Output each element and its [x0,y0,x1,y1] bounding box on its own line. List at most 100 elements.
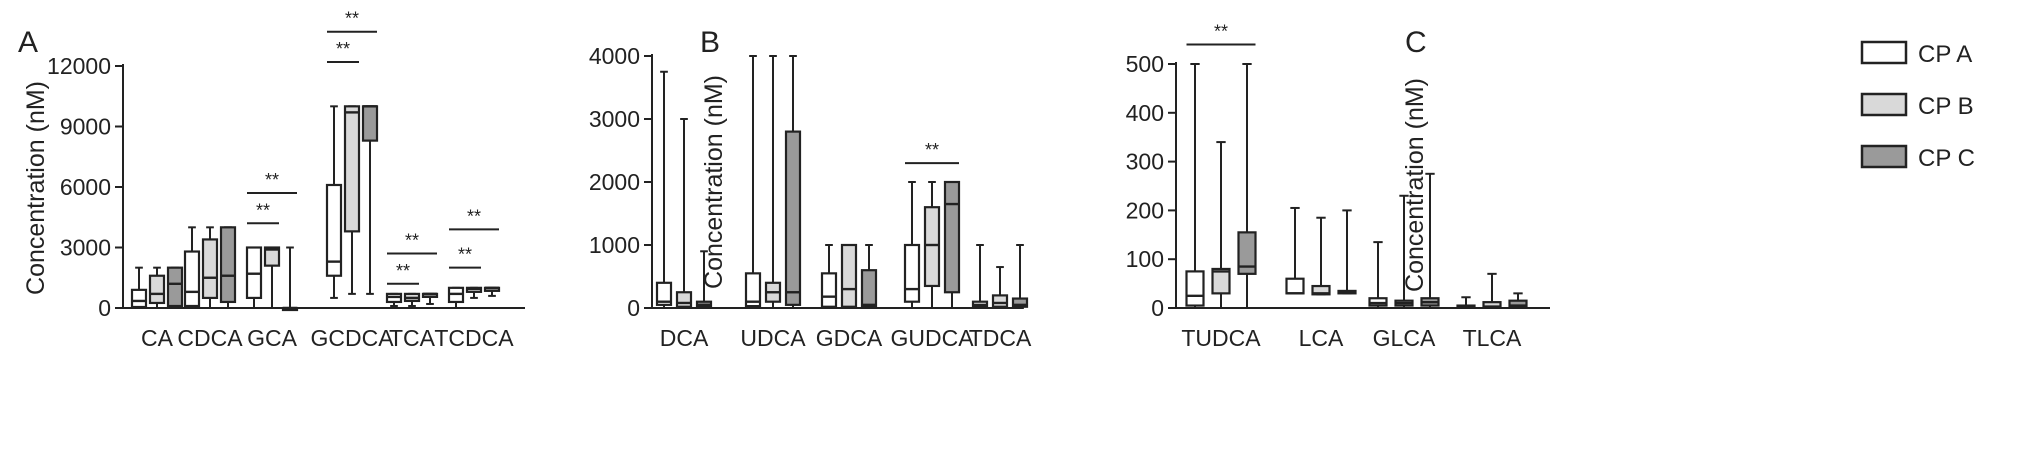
panel-b-box-udca-cp-a [744,55,762,309]
panel-c-box-tlca-cp-c-iqr [1508,299,1528,309]
panel-c: C Concentration (nM) 0 100 200 300 400 500 TUD… [1126,21,1550,351]
panel-c-box-tlca-cp-a [1456,296,1476,309]
panel-b-y-tick-label: 0 [627,295,640,321]
panel-a-category-label-tca: TCA [389,325,436,351]
panel-a-box-gca-cp-c [281,246,299,312]
panel-a-box-cdca-cp-b [201,226,219,309]
panel-b-box-gdca-cp-c-iqr [860,269,878,308]
panel-c-box-glca-cp-a [1368,241,1388,309]
panel-a-category-label-gcdca: GCDCA [310,325,394,351]
panel-c-box-lca-cp-a [1285,206,1305,295]
legend-swatch-cp-b [1860,92,1908,117]
panel-b-significance-label-gudca: ** [925,140,939,160]
panel-a-y-tick-label: 6000 [60,174,111,200]
panel-label-a: A [18,26,38,59]
panel-a-category-label-ca: CA [141,325,174,351]
panel-a-box-ca-cp-b [148,266,166,309]
panel-b-box-gudca-cp-c-iqr [943,180,961,294]
panel-a-box-ca-cp-c [166,266,184,309]
panel-a-box-gcdca-cp-a [325,105,343,299]
panel-c-box-tlca-cp-c [1508,292,1528,309]
panel-b-y-tick-label: 4000 [589,43,640,69]
panel-c-significance-label-tudca: ** [1214,21,1228,41]
panel-a-box-tcdca-cp-a [447,286,465,309]
panel-a-box-ca-cp-a [130,266,148,309]
panel-b-category-label-gdca: GDCA [816,325,883,351]
panel-a-box-cdca-cp-a-iqr [183,250,201,308]
panel-a-box-gcdca-cp-c [361,105,379,295]
panel-b-y-tick-label: 2000 [589,169,640,195]
panel-a-box-cdca-cp-c-iqr [219,226,237,304]
panel-b-y-tick-label: 3000 [589,106,640,132]
panel-b-category-label-gudca: GUDCA [890,325,974,351]
panel-a-y-tick-label: 12000 [47,53,111,79]
panel-b-box-dca-cp-a-iqr [655,281,673,306]
panel-c-y-tick-label: 0 [1151,295,1164,321]
panel-a-box-gca-cp-b-iqr [263,246,281,267]
legend-label-cp-b: CP B [1918,93,1974,120]
panel-b-box-tdca-cp-c-iqr [1011,297,1029,308]
panel-a: A Concentration (nM) 0 3000 6000 9000 12000 C… [18,9,525,351]
legend-label-cp-a: CP A [1918,41,1972,68]
panel-c-box-tlca-cp-b [1482,272,1502,309]
panel-b-box-tdca-cp-a [971,244,989,309]
legend-swatch-cp-a [1860,40,1908,65]
panel-b-box-udca-cp-a-iqr [744,272,762,308]
panel-c-category-label-glca: GLCA [1373,325,1436,351]
panel-label-c: C [1405,26,1427,59]
panel-a-box-gcdca-cp-a-iqr [325,183,343,277]
panel-c-y-tick-label: 400 [1126,100,1164,126]
panel-b-box-tdca-cp-b [991,266,1009,309]
panel-b-box-gudca-cp-b [923,181,941,309]
panel-a-significance-label-tca: ** [405,231,419,251]
panel-b-category-label-udca: UDCA [740,325,806,351]
panel-b-box-gdca-cp-b [840,243,858,309]
panel-a-box-tcdca-cp-b [465,286,483,299]
panel-b-category-label-dca: DCA [660,325,709,351]
panel-c-box-tudca-cp-a [1185,63,1205,309]
panel-a-box-ca-cp-a-iqr [130,288,148,309]
panel-a-box-tca-cp-c [421,292,439,305]
panel-a-box-tca-cp-b [403,292,421,307]
legend: CP A CP B CP C [1860,40,1975,172]
panel-b-box-udca-cp-b [764,55,782,309]
panel-b-box-dca-cp-a [655,70,673,309]
panel-a-box-tcdca-cp-c [483,286,501,297]
panel-c-y-tick-label: 500 [1126,51,1164,77]
panel-b-box-tdca-cp-c [1011,244,1029,309]
panel-c-box-lca-cp-a-iqr [1285,277,1305,295]
panel-c-category-label-tudca: TUDCA [1181,325,1261,351]
panel-b-box-gdca-cp-b-iqr [840,243,858,308]
panel-b-box-dca-cp-b-iqr [675,291,693,308]
panel-c-box-tudca-cp-b [1211,141,1231,309]
panel-c-box-glca-cp-c [1420,172,1440,309]
panel-b-y-tick-label: 1000 [589,232,640,258]
panel-c-y-tick-label: 100 [1126,246,1164,272]
panel-c-box-tudca-cp-c [1237,63,1257,309]
panel-a-y-tick-label: 3000 [60,235,111,261]
panel-b-box-gdca-cp-a [820,244,838,309]
panel-b-box-udca-cp-c [784,55,802,309]
panel-a-box-gcdca-cp-b-iqr [343,105,361,233]
y-axis-label-c: Concentration (nM) [1401,78,1429,292]
panel-b-box-gdca-cp-a-iqr [820,272,838,308]
panel-b-box-tdca-cp-b-iqr [991,294,1009,308]
panel-a-significance-label-tcdca: ** [467,206,481,226]
panel-a-box-gcdca-cp-c-iqr [361,105,379,142]
panel-a-y-tick-label: 0 [98,295,111,321]
panel-a-box-cdca-cp-c [219,226,237,309]
y-axis-label-a: Concentration (nM) [22,81,50,295]
panel-a-box-cdca-cp-b-iqr [201,238,219,300]
panel-label-b: B [700,26,720,59]
panel-a-significance-label-gca: ** [256,200,270,220]
panel-b-box-gudca-cp-a [903,181,921,309]
panel-a-category-label-cdca: CDCA [177,325,243,351]
panel-a-box-ca-cp-b-iqr [148,274,166,305]
legend-label-cp-c: CP C [1918,145,1975,172]
panel-a-significance-label-gcdca: ** [336,39,350,59]
panel-c-category-label-tlca: TLCA [1463,325,1522,351]
panel-c-y-tick-label: 300 [1126,149,1164,175]
panel-b-box-udca-cp-c-iqr [784,130,802,306]
panel-c-box-tudca-cp-a-iqr [1185,270,1205,307]
panel-c-box-lca-cp-b [1311,216,1331,296]
